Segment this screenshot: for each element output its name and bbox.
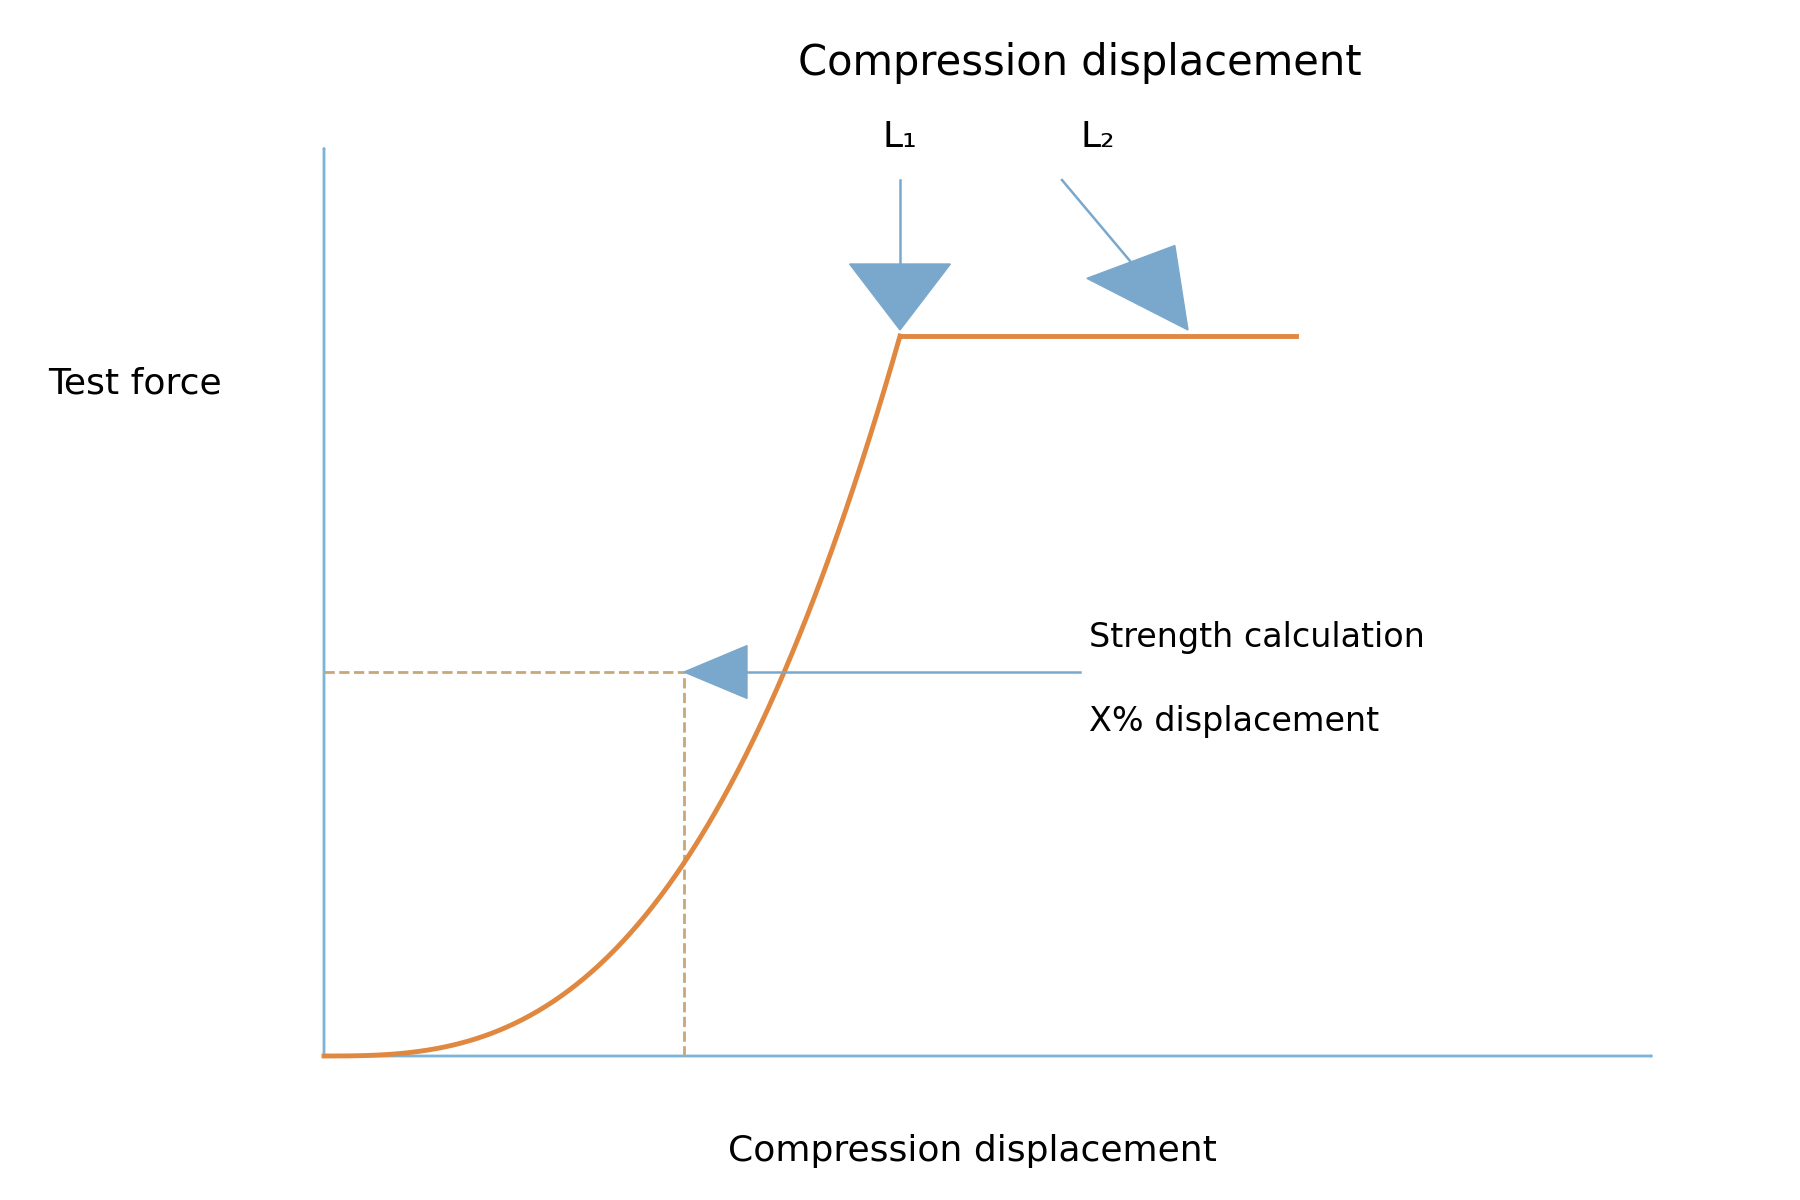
Polygon shape [1087, 246, 1188, 330]
Text: Compression displacement: Compression displacement [797, 42, 1363, 84]
Text: Strength calculation: Strength calculation [1089, 622, 1426, 654]
Text: Compression displacement: Compression displacement [727, 1134, 1217, 1168]
Text: Test force: Test force [49, 367, 221, 401]
Text: L₂: L₂ [1080, 120, 1116, 154]
Polygon shape [684, 646, 747, 698]
Polygon shape [850, 264, 950, 330]
Text: L₁: L₁ [882, 120, 918, 154]
Text: X% displacement: X% displacement [1089, 704, 1379, 738]
